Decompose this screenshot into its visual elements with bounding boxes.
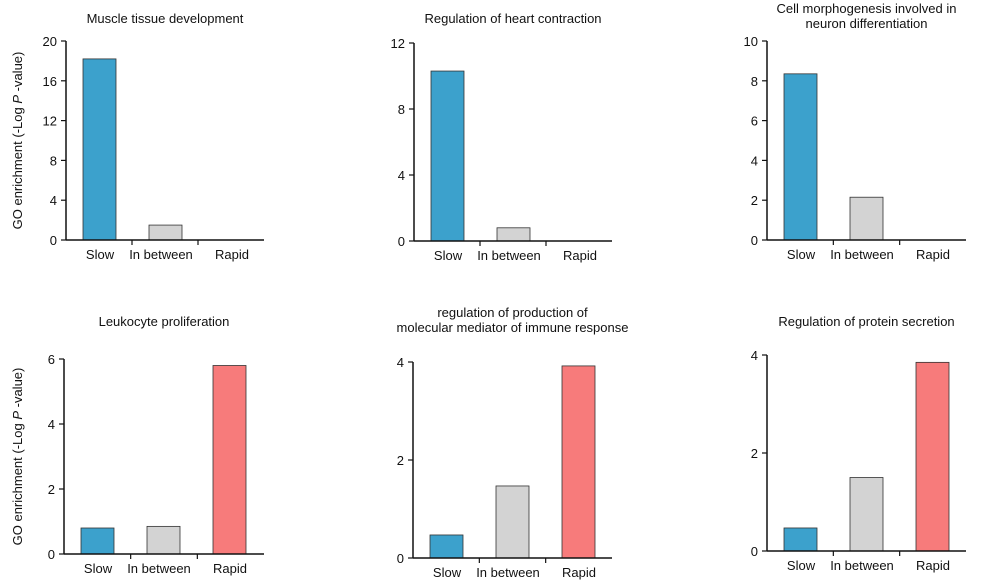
bar-slow [429,534,464,559]
bar-in-between [495,485,530,559]
x-tick-label: Rapid [562,565,596,580]
x-tick-label: Slow [433,565,462,580]
y-tick-label: 10 [744,34,758,49]
y-tick-label: 4 [48,417,55,432]
y-tick-label: 6 [751,114,758,129]
bar-slow [430,70,465,242]
chart-title: neuron differentiation [806,16,928,31]
y-tick-label: 8 [398,102,405,117]
y-tick-label: 12 [43,114,57,129]
x-tick-label: Rapid [563,248,597,263]
y-tick-label: 2 [397,453,404,468]
bar-in-between [849,196,884,241]
y-tick-label: 2 [48,482,55,497]
y-tick-label: 0 [48,547,55,562]
x-tick-label: In between [476,565,540,580]
bar-in-between [148,224,183,241]
x-tick-label: In between [830,247,894,262]
x-tick-label: Rapid [916,558,950,573]
y-tick-label: 4 [50,193,57,208]
chart-title: regulation of production of [437,305,588,320]
bar-slow [80,527,115,555]
chart-panel-2: Regulation of heart contraction 0 4 8 12 Slow… [391,11,612,263]
x-tick-label: Slow [787,558,816,573]
x-tick-label: In between [477,248,541,263]
y-tick-label: 4 [397,355,404,370]
x-tick-label: In between [127,561,191,576]
bar-slow [783,527,818,552]
bar-rapid [915,361,950,552]
x-tick-label: In between [830,558,894,573]
x-tick-label: Slow [84,561,113,576]
chart-title: Muscle tissue development [87,11,244,26]
y-tick-label: 12 [391,36,405,51]
chart-title: Regulation of heart contraction [424,11,601,26]
bar-in-between [146,525,181,555]
chart-title: Leukocyte proliferation [99,314,230,329]
y-tick-label: 20 [43,34,57,49]
y-axis-label-prefix: GO enrichment (-Log [10,420,25,546]
y-tick-label: 0 [751,544,758,559]
x-tick-label: Slow [86,247,115,262]
x-tick-label: Rapid [213,561,247,576]
y-axis-label-p: P [10,411,25,420]
y-tick-label: 4 [398,168,405,183]
y-tick-label: 8 [751,74,758,89]
y-tick-label: 0 [397,551,404,566]
y-tick-label: 0 [751,233,758,248]
y-tick-label: 0 [50,233,57,248]
bar-slow [783,73,818,241]
y-tick-label: 6 [48,352,55,367]
x-tick-label: Rapid [916,247,950,262]
y-tick-label: 4 [751,348,758,363]
y-tick-label: 8 [50,153,57,168]
y-axis-label-prefix: GO enrichment (-Log [10,104,25,230]
y-axis-label-suffix: -value) [10,368,25,411]
y-tick-label: 16 [43,74,57,89]
bar-in-between [849,477,884,552]
bar-rapid [212,365,247,555]
bar-slow [82,58,117,241]
chart-panel-6: Regulation of protein secretion 0 2 4 Slow In… [751,314,966,573]
y-axis-label: GO enrichment (-Log P -value) [10,368,25,546]
x-tick-label: Slow [787,247,816,262]
x-tick-label: Rapid [215,247,249,262]
y-axis-label: GO enrichment (-Log P -value) [10,52,25,230]
chart-title: Regulation of protein secretion [778,314,954,329]
x-tick-label: Slow [434,248,463,263]
y-axis-label-suffix: -value) [10,52,25,95]
bar-in-between [496,227,531,242]
y-tick-label: 2 [751,193,758,208]
chart-panel-4: Leukocyte proliferation 0 2 4 6 Slow In betwee… [10,314,264,576]
chart-title: molecular mediator of immune response [397,320,629,335]
x-tick-label: In between [129,247,193,262]
y-axis-label-p: P [10,95,25,104]
chart-title: Cell morphogenesis involved in [777,1,957,16]
y-tick-label: 2 [751,446,758,461]
y-tick-label: 4 [751,153,758,168]
chart-panel-1: Muscle tissue development 0 4 8 12 16 20 Slow In… [10,11,264,262]
y-tick-label: 0 [398,234,405,249]
bar-rapid [561,365,596,559]
